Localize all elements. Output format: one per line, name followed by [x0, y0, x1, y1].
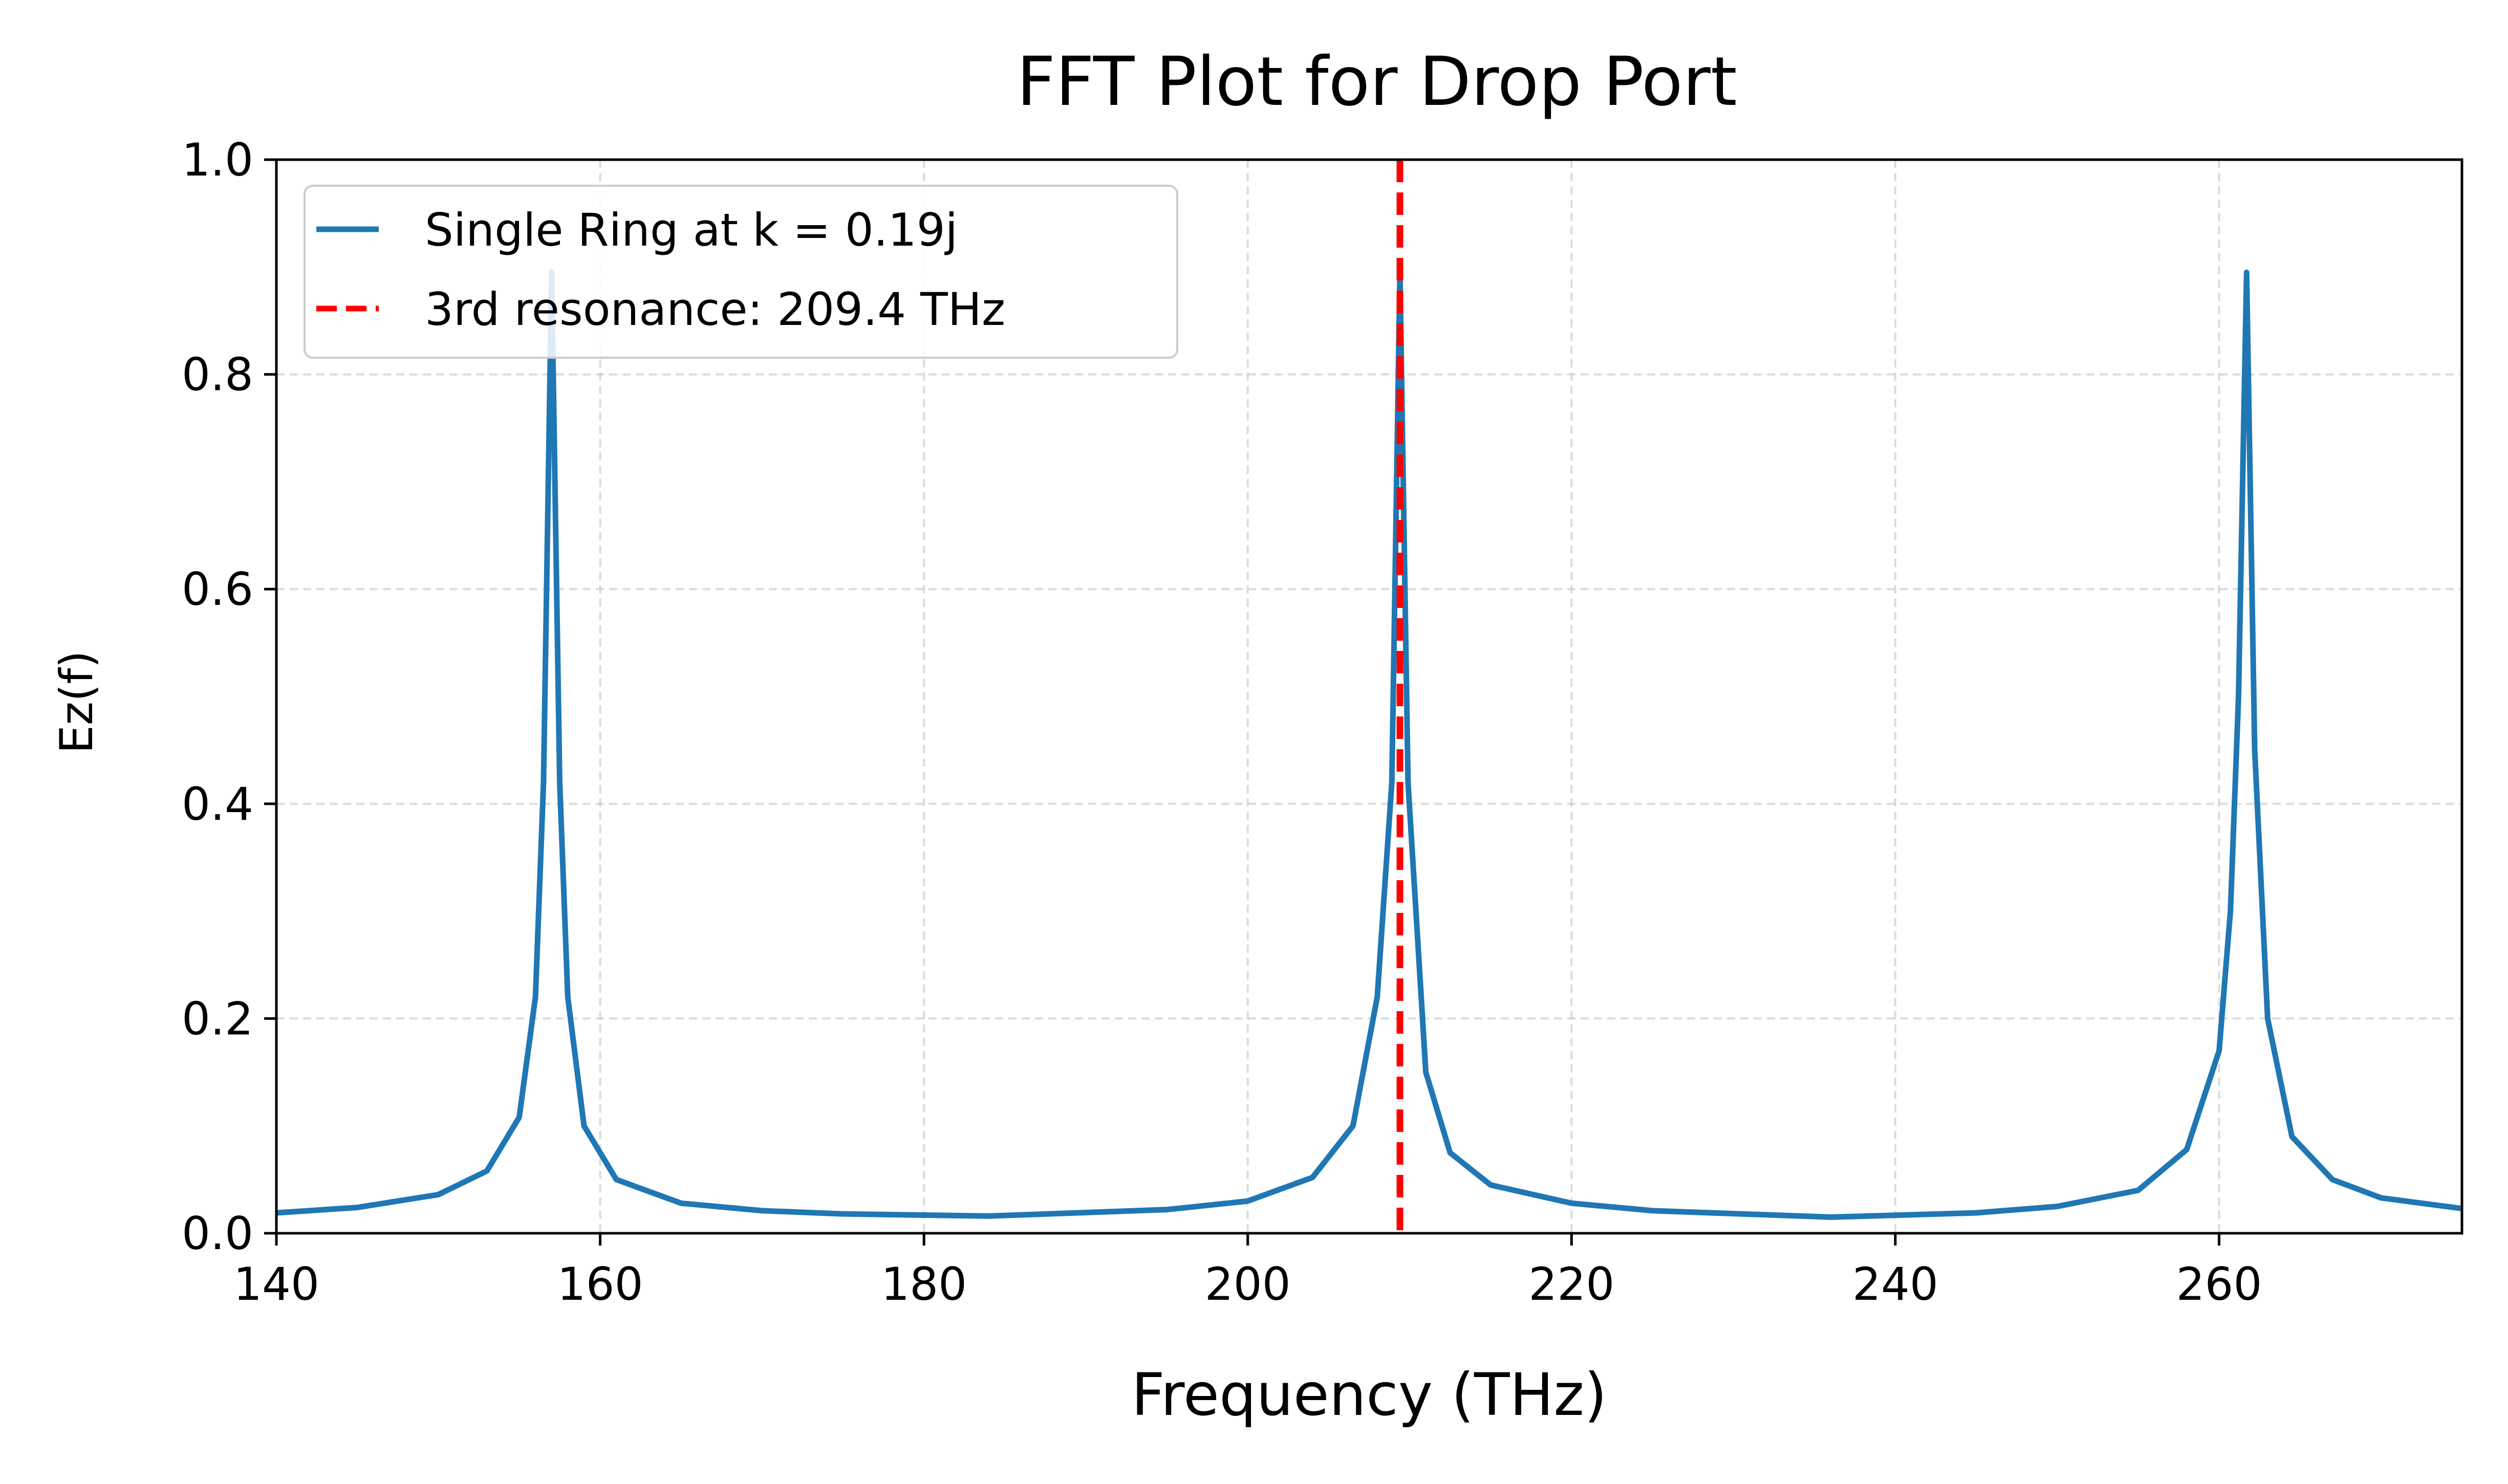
y-tick-label: 0.2 [182, 992, 253, 1045]
x-axis-label: Frequency (THz) [1131, 1361, 1607, 1429]
legend-box [304, 185, 1178, 359]
y-tick-label: 0.4 [182, 778, 253, 831]
x-tick-label: 220 [1528, 1258, 1614, 1311]
x-tick-label: 260 [2176, 1258, 2262, 1311]
plot-frame [275, 158, 2463, 1235]
y-tick-label: 1.0 [182, 134, 253, 186]
y-tick-label: 0.8 [182, 348, 253, 401]
x-tick-label: 180 [881, 1258, 967, 1311]
chart-title: FFT Plot for Drop Port [1017, 42, 1737, 121]
y-gridlines [276, 373, 2462, 1020]
x-axis-ticks: 140 160 180 200 220 240 260 [233, 1233, 2262, 1311]
x-tick-label: 200 [1205, 1258, 1291, 1311]
y-axis-label: Ez(f) [50, 650, 103, 753]
x-tick-label: 160 [557, 1258, 643, 1311]
legend-label-single-ring: Single Ring at k = 0.19j [425, 204, 958, 256]
y-tick-label: 0.6 [182, 563, 253, 616]
legend: Single Ring at k = 0.19j 3rd resonance: … [304, 185, 1178, 359]
legend-label-resonance: 3rd resonance: 209.4 THz [425, 283, 1005, 336]
y-tick-label: 0.0 [182, 1207, 253, 1260]
x-tick-label: 140 [233, 1258, 319, 1311]
y-axis-ticks: 0.0 0.2 0.4 0.6 0.8 1.0 [182, 134, 276, 1260]
x-tick-label: 240 [1852, 1258, 1938, 1311]
